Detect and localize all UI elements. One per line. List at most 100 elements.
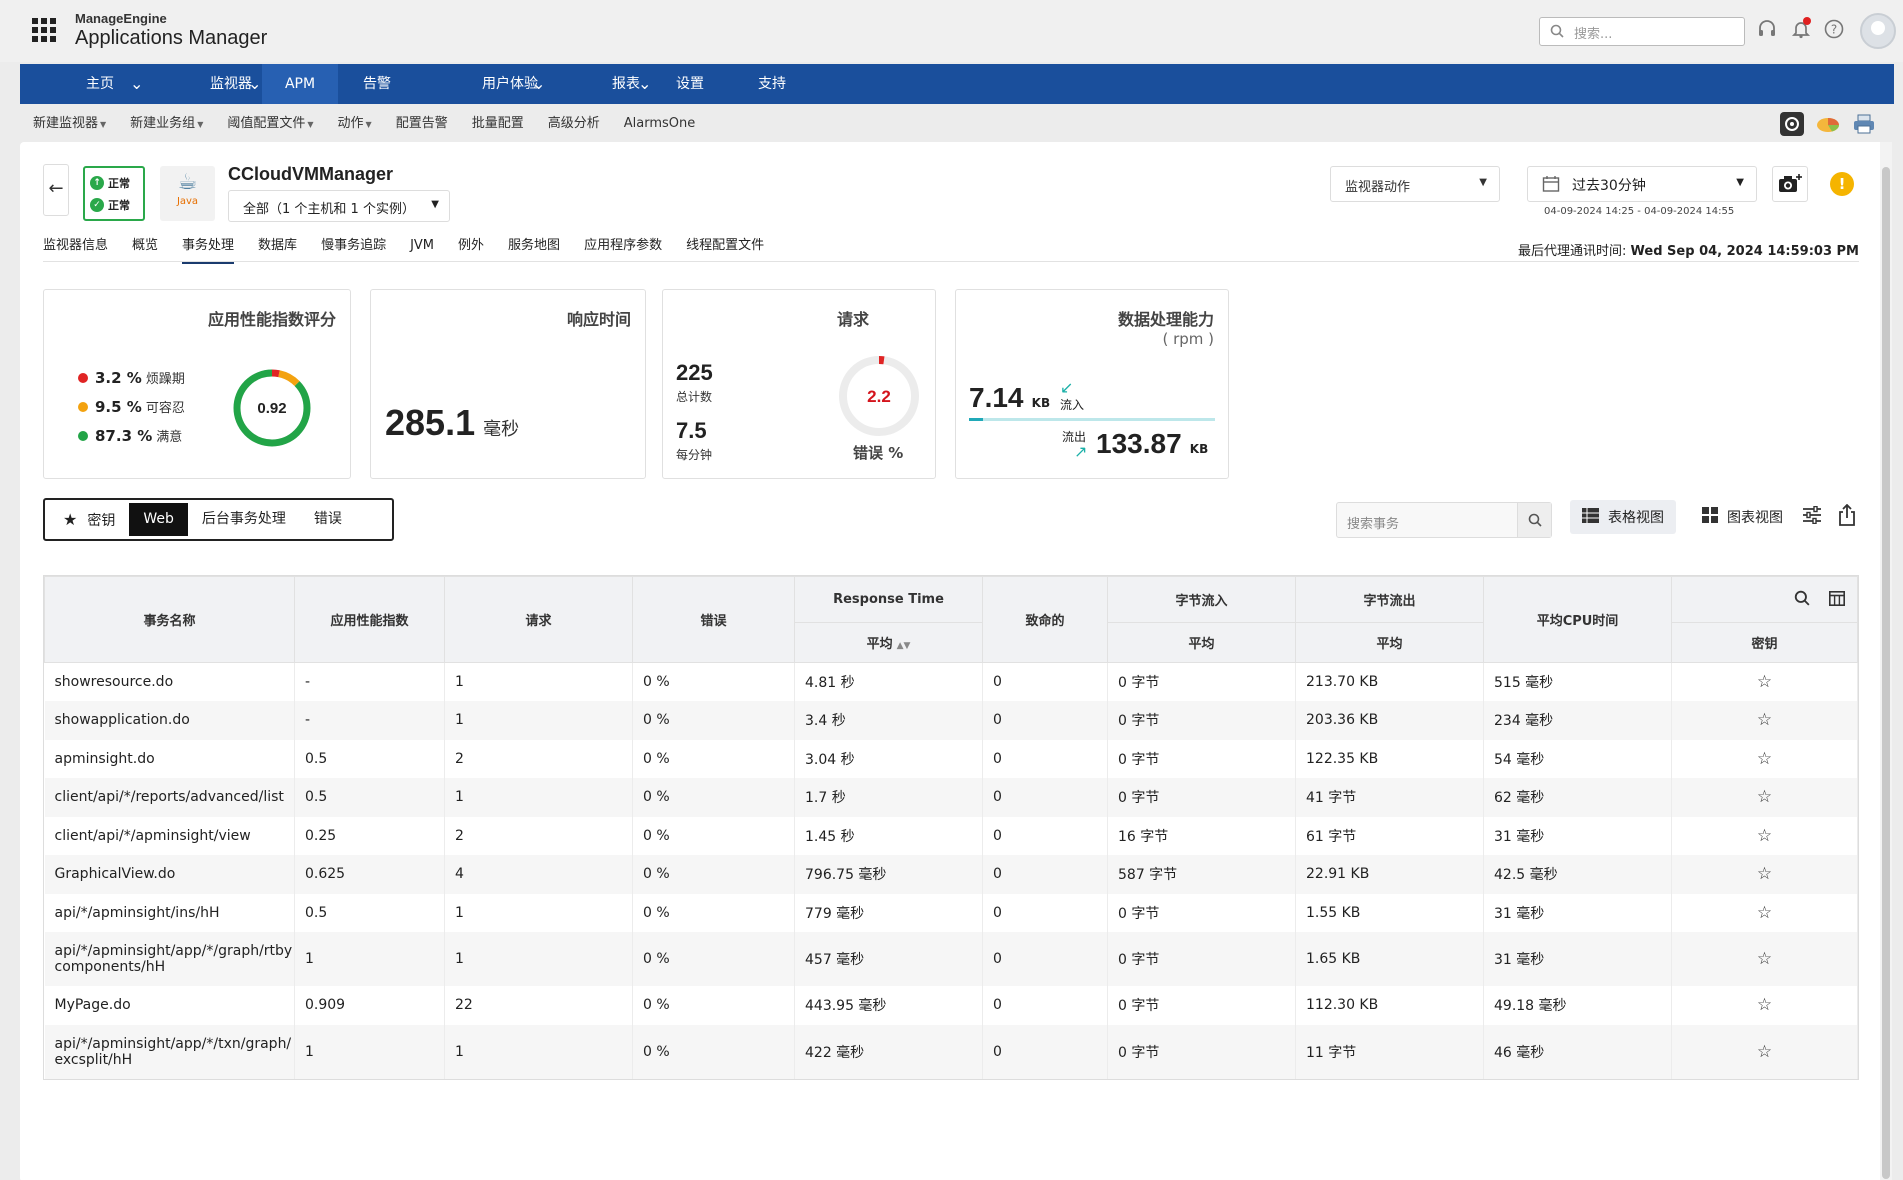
col-header-requests[interactable]: 请求 [444,576,633,663]
scrollbar-thumb[interactable] [1882,167,1890,1179]
chart-view-button[interactable]: 图表视图 [1690,500,1795,534]
requests-card[interactable]: 请求 225 总计数 7.5 每分钟 2.2 错误 % [662,289,936,479]
nav-item-4[interactable]: 用户体验 ⌄ [416,64,546,104]
favorite-star-icon[interactable]: ☆ [1671,1024,1858,1079]
time-period-dropdown[interactable]: 过去30分钟 ▼ [1527,166,1757,202]
favorite-star-icon[interactable]: ☆ [1671,662,1858,701]
search-button[interactable] [1517,503,1551,537]
subnav-item-2[interactable]: 阈值配置文件 ▼ [227,112,313,136]
monitor-actions-dropdown[interactable]: 监视器动作 ▼ [1330,166,1500,202]
table-row[interactable]: api/*/apminsight/app/*/graph/rtby compone… [44,932,1858,986]
nav-item-5[interactable]: 报表 ⌄ [546,64,652,104]
favorite-star-icon[interactable]: ☆ [1671,778,1858,817]
table-row[interactable]: api/*/apminsight/ins/hH 0.5 1 0 % 779 毫秒 0 0 字… [44,893,1858,932]
tab-0[interactable]: 监视器信息 [43,238,109,253]
tab-8[interactable]: 应用程序参数 [584,238,663,253]
favorite-star-icon[interactable]: ☆ [1671,816,1858,855]
tab-6[interactable]: 例外 [458,238,485,253]
apdex-card[interactable]: 应用性能指数评分 3.2 % 烦躁期 9.5 % 可容忍 87.3 % 满意 0.92 [43,289,351,479]
col-header-rt-avg[interactable]: 平均 ▲▼ [794,622,983,663]
export-share-icon[interactable] [1838,503,1856,531]
col-header-bout-avg[interactable]: 平均 [1295,622,1484,663]
transaction-name-cell[interactable]: api/*/apminsight/app/*/txn/graph/excspli… [44,1024,295,1079]
col-header-name[interactable]: 事务名称 [44,576,295,663]
brand-logo[interactable]: ManageEngine Applications Manager [75,11,267,50]
subnav-item-5[interactable]: 批量配置 [472,112,524,136]
table-row[interactable]: client/api/*/reports/advanced/list 0.5 1 0 … [44,778,1858,817]
global-search-input[interactable]: 搜索... [1539,17,1745,46]
app-grid-icon[interactable] [32,18,56,42]
col-header-key[interactable]: 密钥 [1671,622,1858,663]
favorite-star-icon[interactable]: ☆ [1671,893,1858,932]
nav-item-3[interactable]: 告警 [338,64,416,104]
col-header-apdex[interactable]: 应用性能指数 [294,576,445,663]
column-chooser-icon[interactable] [1829,590,1845,610]
table-row[interactable]: MyPage.do 0.909 22 0 % 443.95 毫秒 0 0 字节 112.30 … [44,986,1858,1025]
segment-2[interactable]: 后台事务处理 [188,503,300,536]
col-header-cpu[interactable]: 平均CPU时间 [1483,576,1672,663]
response-time-card[interactable]: 响应时间 285.1 毫秒 [370,289,646,479]
table-row[interactable]: api/*/apminsight/app/*/txn/graph/excspli… [44,1024,1858,1079]
transaction-search-input[interactable]: 搜索事务 [1336,502,1552,538]
subnav-item-7[interactable]: AlarmsOne [624,112,696,136]
help-icon[interactable]: ? [1822,19,1846,43]
favorite-star-icon[interactable]: ☆ [1671,932,1858,986]
transaction-name-cell[interactable]: apminsight.do [44,739,295,778]
table-row[interactable]: GraphicalView.do 0.625 4 0 % 796.75 毫秒 0 587 字… [44,855,1858,894]
segment-0[interactable]: ★ 密钥 [49,503,129,536]
transaction-name-cell[interactable]: showresource.do [44,662,295,701]
transaction-name-cell[interactable]: GraphicalView.do [44,855,295,894]
favorite-star-icon[interactable]: ☆ [1671,855,1858,894]
transaction-name-cell[interactable]: showapplication.do [44,701,295,740]
tab-4[interactable]: 慢事务追踪 [321,238,387,253]
transaction-name-cell[interactable]: api/*/apminsight/app/*/graph/rtby compone… [44,932,295,986]
table-search-icon[interactable] [1794,590,1815,610]
nav-item-6[interactable]: 设置 [652,64,728,104]
vertical-scrollbar[interactable] [1880,142,1892,1180]
instance-select[interactable]: 全部（1 个主机和 1 个实例） ▼ [228,190,450,222]
favorite-star-icon[interactable]: ☆ [1671,701,1858,740]
print-icon[interactable] [1852,112,1876,136]
nav-item-7[interactable]: 支持 [728,64,816,104]
back-button[interactable]: ← [43,164,69,216]
filter-sliders-icon[interactable] [1802,505,1822,529]
notification-bell-icon[interactable] [1789,17,1813,43]
throughput-card[interactable]: 数据处理能力 ( rpm ) 7.14 KB ↙ 流入 流出 ↗ 133.87 … [955,289,1229,479]
nav-item-0[interactable]: 主页 ⌄ [20,64,144,104]
table-view-button[interactable]: 表格视图 [1570,500,1676,534]
favorite-star-icon[interactable]: ☆ [1671,739,1858,778]
col-header-bin-avg[interactable]: 平均 [1107,622,1296,663]
subnav-item-0[interactable]: 新建监视器 ▼ [33,112,106,136]
warning-icon[interactable]: ! [1830,172,1854,196]
table-row[interactable]: client/api/*/apminsight/view 0.25 2 0 % 1.45… [44,816,1858,855]
favorite-star-icon[interactable]: ☆ [1671,986,1858,1025]
tab-3[interactable]: 数据库 [258,238,298,253]
subnav-item-1[interactable]: 新建业务组 ▼ [130,112,203,136]
subnav-item-3[interactable]: 动作 ▼ [338,112,372,136]
camera-shutter-icon[interactable] [1780,112,1804,136]
transaction-name-cell[interactable]: MyPage.do [44,986,295,1025]
segment-1[interactable]: Web [129,503,188,536]
transaction-name-cell[interactable]: client/api/*/reports/advanced/list [44,778,295,817]
nav-item-2[interactable]: APM [262,64,338,104]
nav-item-1[interactable]: 监视器 ⌄ [144,64,262,104]
tab-9[interactable]: 线程配置文件 [686,238,765,253]
snapshot-button[interactable] [1772,166,1808,202]
pie-chart-icon[interactable] [1816,112,1840,136]
tab-5[interactable]: JVM [410,238,435,253]
user-avatar[interactable] [1860,13,1896,49]
tab-7[interactable]: 服务地图 [508,238,561,253]
transaction-name-cell[interactable]: api/*/apminsight/ins/hH [44,893,295,932]
segment-3[interactable]: 错误 [300,503,356,536]
col-header-fatal[interactable]: 致命的 [982,576,1108,663]
headset-icon[interactable] [1755,19,1779,43]
subnav-item-6[interactable]: 高级分析 [548,112,600,136]
transaction-name-cell[interactable]: client/api/*/apminsight/view [44,816,295,855]
subnav-item-4[interactable]: 配置告警 [396,112,448,136]
tab-1[interactable]: 概览 [132,238,159,253]
tab-2[interactable]: 事务处理 [182,234,235,264]
col-header-errors[interactable]: 错误 [632,576,795,663]
